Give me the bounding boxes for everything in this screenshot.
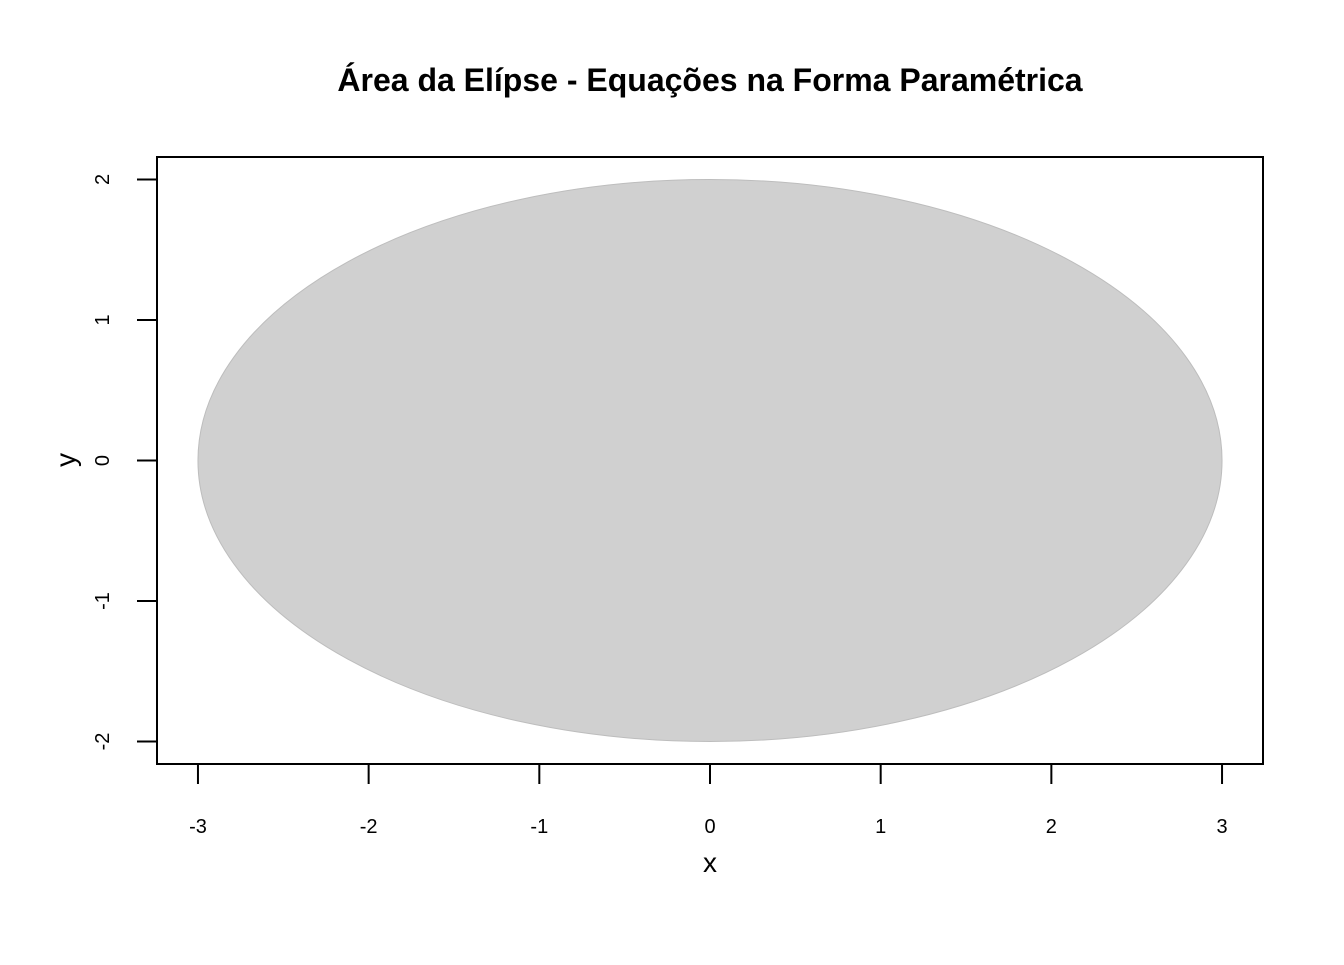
y-tick-label: -1: [92, 592, 114, 610]
x-axis-label: x: [703, 847, 717, 878]
y-tick-label: -2: [92, 733, 114, 751]
plot-area: [197, 178, 1223, 743]
x-tick-label: 0: [704, 816, 715, 838]
x-tick-label: -2: [360, 816, 378, 838]
y-axis-label: y: [50, 453, 81, 467]
x-axis: -3 -2 -1 0 1 2 3: [189, 763, 1228, 838]
y-axis: -2 -1 0 1 2: [92, 174, 158, 751]
ellipse-area-0: [197, 178, 1223, 743]
x-tick-label: 2: [1046, 816, 1057, 838]
x-tick-label: 1: [875, 816, 886, 838]
x-tick-label: -1: [530, 816, 548, 838]
y-tick-label: 1: [92, 314, 114, 325]
x-tick-label: -3: [189, 816, 207, 838]
y-tick-label: 2: [92, 174, 114, 185]
x-tick-label: 3: [1216, 816, 1227, 838]
y-tick-label: 0: [92, 455, 114, 466]
chart-title: Área da Elípse - Equações na Forma Param…: [337, 62, 1082, 98]
